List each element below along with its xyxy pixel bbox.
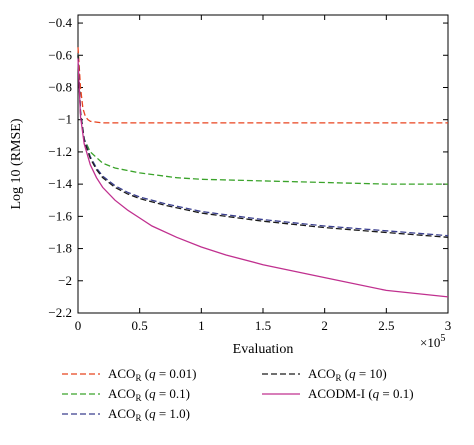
x-tick-label: 1	[198, 318, 205, 333]
y-tick-label: −2.2	[48, 305, 72, 320]
x-axis-title: Evaluation	[233, 342, 294, 357]
y-tick-label: −0.8	[48, 79, 72, 94]
y-axis-title: Log 10 (RMSE)	[9, 118, 24, 209]
legend-entry: ACOR (q = 0.1)	[108, 386, 190, 403]
plot-frame	[77, 14, 449, 314]
y-tick-label: −2	[58, 273, 72, 288]
y-tick-label: −1.6	[48, 208, 72, 223]
x-tick-label: 2	[321, 318, 328, 333]
legend: ACOR (q = 0.01) ACOR (q = 0.1) ACOR (q = 1…	[62, 366, 414, 423]
x-tick-label: 0.5	[132, 318, 148, 333]
x-tick-label: 2.5	[378, 318, 394, 333]
axes: 0 0.5 1 1.5 2 2.5 3 −2.2 −2 −1.8 −1.6 −1.4 −1.2 −1 −0.…	[48, 14, 452, 333]
y-tick-label: −1.4	[48, 176, 72, 191]
series-line	[77, 55, 449, 238]
x-axis-exponent-base: ×10	[420, 335, 440, 350]
y-tick-label: −1	[58, 112, 72, 127]
legend-entry: ACOR (q = 0.01)	[108, 366, 196, 383]
x-tick-label: 3	[445, 318, 452, 333]
legend-entry: ACODM-I (q = 0.1)	[308, 386, 414, 401]
y-tick-label: −0.4	[48, 15, 72, 30]
series-line	[77, 55, 449, 237]
y-tick-label: −1.2	[48, 144, 72, 159]
y-tick-label: −1.8	[48, 241, 72, 256]
y-tick-label: −0.6	[48, 47, 72, 62]
legend-entry: ACOR (q = 1.0)	[108, 406, 190, 423]
x-tick-label: 0	[75, 318, 82, 333]
series-line	[77, 55, 448, 185]
legend-entry: ACOR (q = 10)	[308, 366, 387, 383]
series-line	[77, 47, 448, 124]
x-axis-exponent: ×105	[420, 333, 445, 350]
x-tick-label: 1.5	[255, 318, 271, 333]
axis-labels: Evaluation Log 10 (RMSE) ×105	[9, 118, 445, 357]
series-line	[77, 58, 449, 298]
x-axis-exponent-power: 5	[440, 333, 445, 344]
series-lines	[77, 47, 449, 298]
